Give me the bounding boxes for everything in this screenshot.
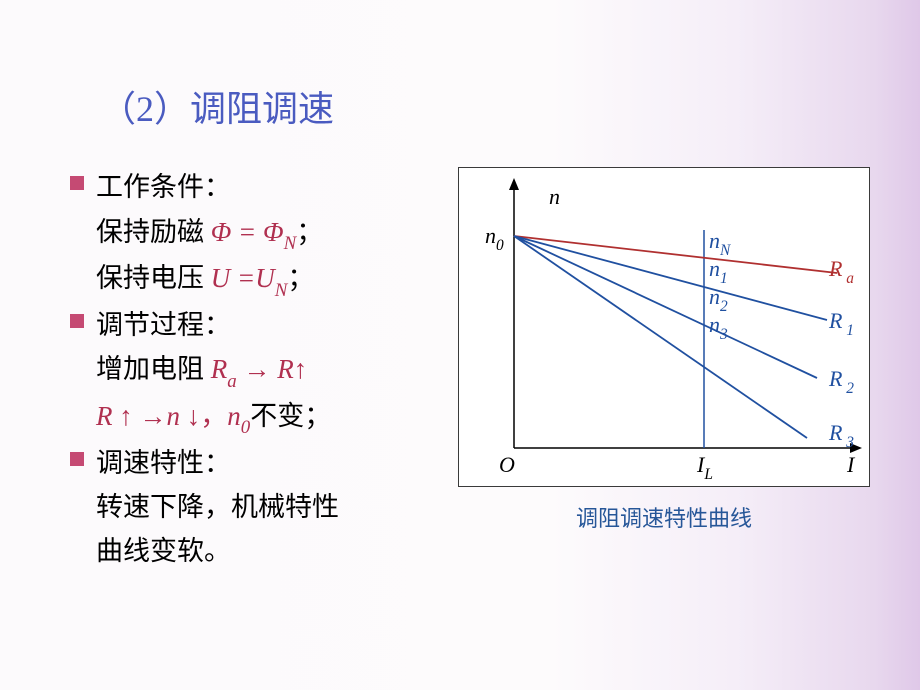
b1-sub1: 保持励磁 Φ = ΦN； (96, 212, 438, 257)
b2s2-mid: ↑ → (113, 401, 167, 431)
b1s1-math: Φ = ΦN (211, 217, 296, 247)
content-row: 工作条件： 保持励磁 Φ = ΦN； 保持电压 U =UN； 调节过程： 增加电… (70, 167, 870, 575)
chart-caption: 调阻调速特性曲线 (458, 501, 870, 533)
b2s1-pre: 增加电阻 (96, 354, 211, 384)
b2-sub2: R ↑ →n ↓，n0不变； (96, 396, 438, 441)
bullet-3-text: 调速特性： (96, 443, 231, 484)
b2s2-down: ↓， (180, 401, 227, 431)
b2s1-math: Ra → R↑ (211, 354, 307, 384)
chart-box: n n0 nNn1n2n3 R a R 1 R 2 R 3 O IL I (458, 167, 870, 487)
bullet-icon (70, 452, 84, 466)
b2s1-R: R (277, 354, 294, 384)
b2-sub1: 增加电阻 Ra → R↑ (96, 349, 438, 394)
bullet-2: 调节过程： (70, 305, 438, 346)
b1-sub2: 保持电压 U =UN； (96, 258, 438, 303)
b1s1-sub: N (284, 233, 297, 254)
chart-label-IL: IL (697, 452, 713, 482)
b1s2-sub: N (275, 280, 288, 301)
slide-container: （2）调阻调速 工作条件： 保持励磁 Φ = ΦN； 保持电压 U =UN； 调… (0, 0, 920, 575)
bullet-2-text: 调节过程： (96, 305, 231, 346)
b2s2-R: R (96, 401, 113, 431)
b1s2-pre: 保持电压 (96, 263, 211, 293)
b3-sub1: 转速下降，机械特性 (96, 487, 438, 529)
chart-label-n0: n0 (485, 223, 504, 253)
b3-sub2: 曲线变软。 (96, 531, 438, 573)
bullet-1-text: 工作条件： (96, 167, 231, 208)
chart-label-n3: n3 (709, 312, 728, 342)
b2s2-n0sub: 0 (241, 417, 250, 438)
chart-label-R1: R 1 (829, 308, 854, 338)
b2s2-n: n (167, 401, 181, 431)
chart-label-R2: R 2 (829, 366, 854, 396)
chart-label-R3: R 3 (829, 420, 854, 450)
b2s1-Ra-sub: a (227, 371, 236, 392)
chart-column: n n0 nNn1n2n3 R a R 1 R 2 R 3 O IL I 调阻调速特性曲线 (458, 167, 870, 533)
slide-title: （2）调阻调速 (100, 80, 870, 132)
b1s1-phi: Φ = Φ (211, 217, 284, 247)
chart-label-Ra: R a (829, 256, 854, 286)
b1s1-pre: 保持励磁 (96, 217, 211, 247)
b1s2-post: ； (287, 263, 314, 293)
b2s2-n0: n (227, 401, 241, 431)
bullet-icon (70, 314, 84, 328)
b2s2-math: R ↑ →n ↓，n0 (96, 401, 250, 431)
b2s2-post: 不变； (250, 401, 331, 431)
chart-label-O: O (499, 452, 515, 478)
chart-label-n_axis: n (549, 184, 560, 210)
b2s1-Ra: R (211, 354, 228, 384)
bullet-1: 工作条件： (70, 167, 438, 208)
b1s2-u: U =U (211, 263, 275, 293)
b2s1-arrow: → (237, 354, 278, 384)
b1s2-math: U =UN (211, 263, 288, 293)
bullet-icon (70, 176, 84, 190)
b1s1-post: ； (296, 217, 323, 247)
chart-label-n2: n2 (709, 284, 728, 314)
chart-svg (459, 168, 871, 488)
bullet-3: 调速特性： (70, 443, 438, 484)
b2s1-up: ↑ (294, 354, 308, 384)
text-column: 工作条件： 保持励磁 Φ = ΦN； 保持电压 U =UN； 调节过程： 增加电… (70, 167, 438, 575)
chart-label-n1: n1 (709, 256, 728, 286)
chart-label-nN: nN (709, 228, 730, 258)
chart-label-I: I (847, 452, 854, 478)
